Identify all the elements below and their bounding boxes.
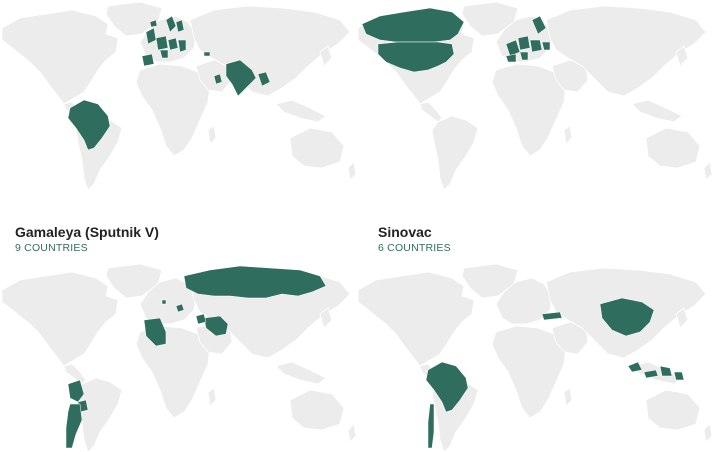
highlighted-country — [203, 315, 229, 337]
highlighted-country — [425, 361, 469, 413]
highlighted-country — [659, 365, 673, 377]
highlighted-country — [531, 15, 547, 35]
highlighted-country — [427, 403, 435, 449]
highlighted-country — [517, 35, 531, 51]
highlighted-country — [175, 303, 185, 313]
world-map — [357, 1, 712, 190]
highlighted-country — [177, 39, 187, 53]
map-panel-1 — [0, 0, 356, 200]
map-panel-3: Gamaleya (Sputnik V) 9 COUNTRIES — [0, 224, 356, 452]
map-panel-4: Sinovac 6 COUNTRIES — [356, 224, 712, 452]
highlighted-country — [541, 41, 551, 51]
map-panel-2 — [356, 0, 712, 200]
highlighted-country — [145, 27, 157, 45]
highlighted-country — [67, 99, 111, 151]
highlighted-country — [505, 53, 517, 63]
highlighted-country — [377, 41, 455, 73]
highlighted-country — [67, 379, 85, 403]
highlighted-country — [541, 311, 563, 321]
highlighted-country — [643, 369, 659, 379]
highlighted-country — [155, 35, 169, 51]
highlighted-country — [673, 371, 685, 381]
highlighted-country — [167, 37, 179, 51]
panel-subtitle: 6 COUNTRIES — [378, 242, 451, 254]
panel-subtitle: 9 COUNTRIES — [15, 242, 88, 254]
highlighted-country — [141, 53, 155, 67]
highlighted-country — [599, 297, 655, 337]
highlighted-country — [257, 71, 271, 87]
highlighted-country — [519, 51, 529, 61]
highlighted-country — [159, 49, 169, 59]
highlighted-country — [195, 313, 207, 325]
highlighted-country — [143, 317, 167, 347]
highlighted-country — [627, 361, 643, 373]
highlighted-country — [149, 19, 158, 28]
highlighted-country — [161, 299, 167, 305]
highlighted-country — [165, 15, 177, 33]
panel-title: Gamaleya (Sputnik V) — [15, 224, 159, 240]
world-map — [1, 263, 356, 452]
highlighted-country — [65, 403, 83, 449]
highlighted-country — [203, 51, 211, 57]
highlighted-country — [175, 19, 185, 33]
highlighted-country — [529, 39, 543, 53]
highlighted-country — [183, 265, 327, 299]
highlighted-country — [225, 59, 257, 97]
highlighted-country — [213, 73, 223, 85]
highlighted-country — [361, 7, 465, 43]
world-map — [357, 263, 712, 452]
world-map — [1, 1, 356, 190]
panel-title: Sinovac — [378, 224, 432, 240]
